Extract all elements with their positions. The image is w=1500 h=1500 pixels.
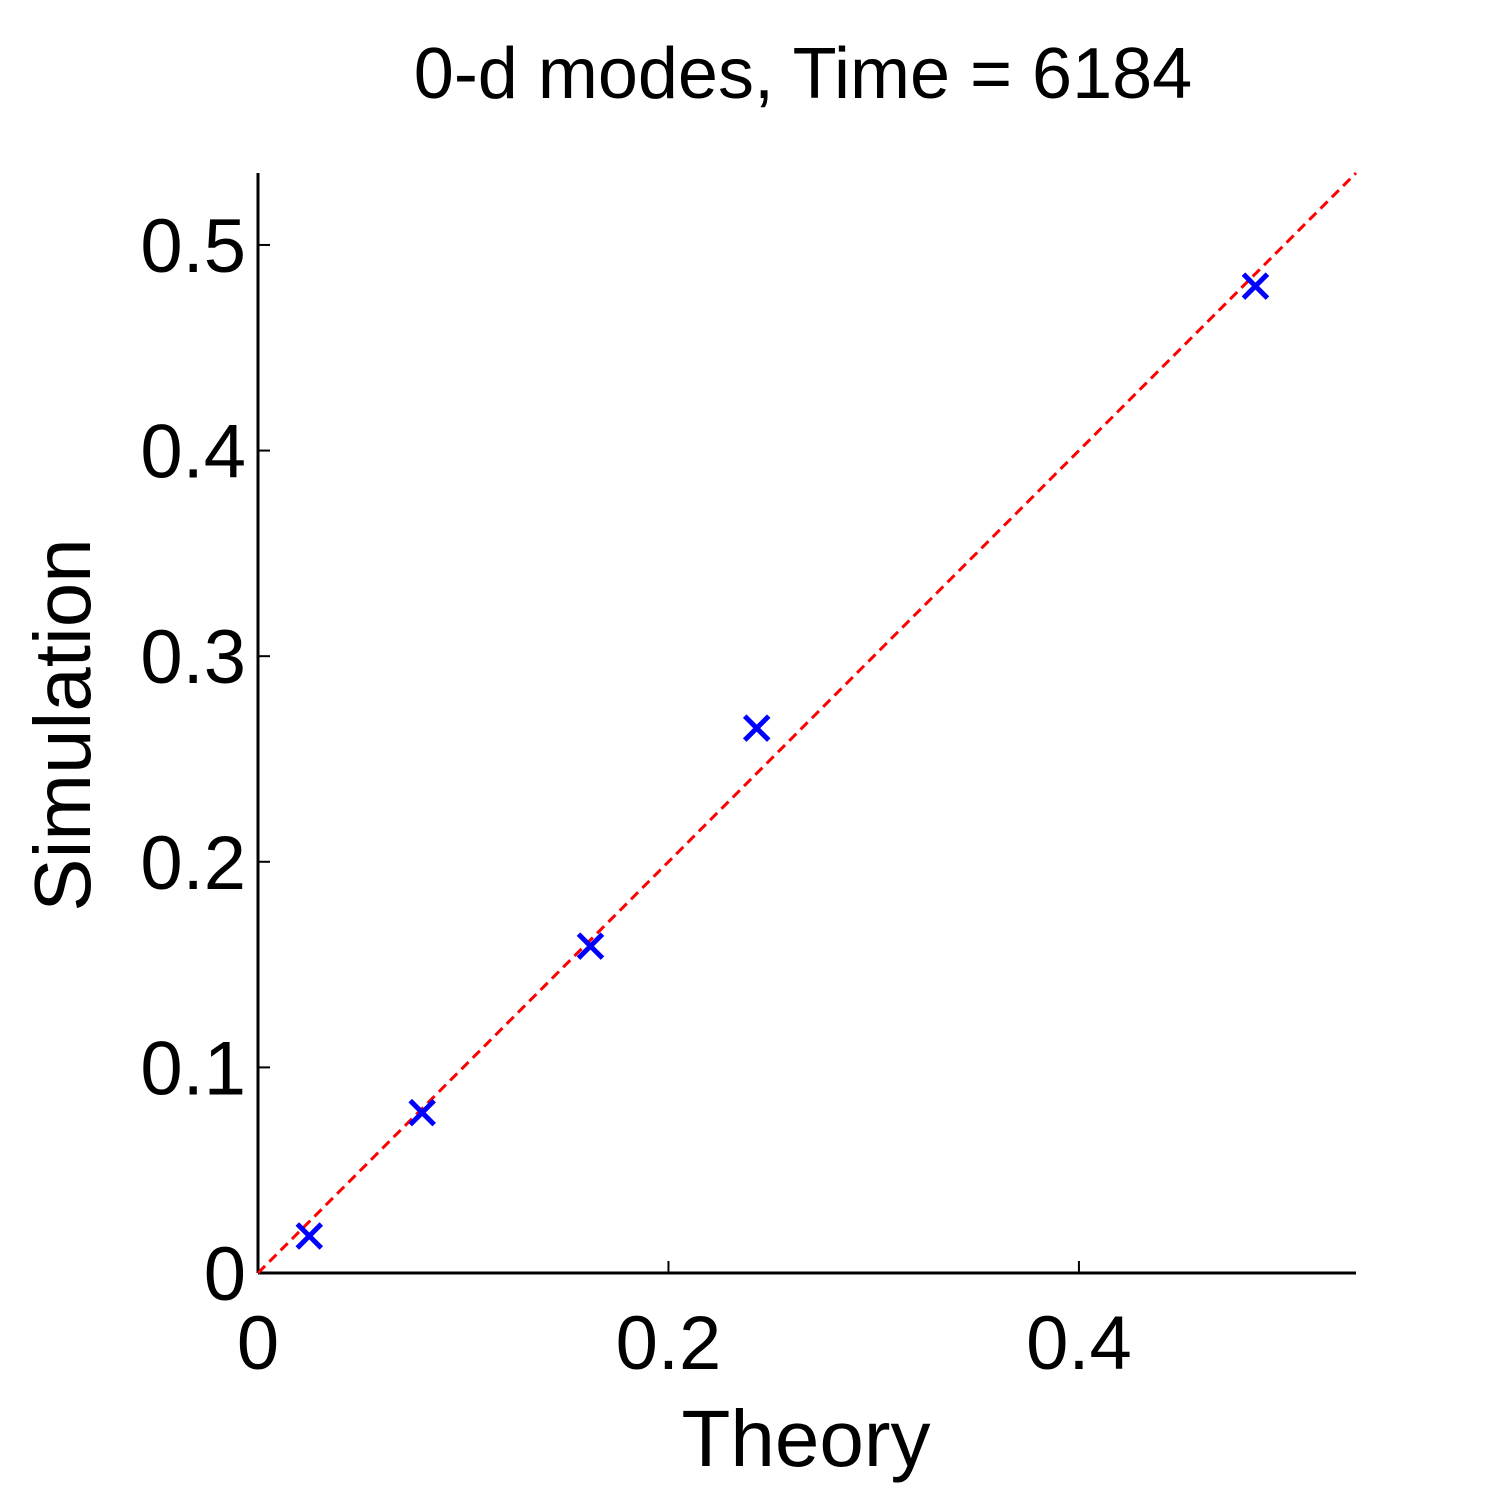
- x-axis-label: Theory: [682, 1394, 931, 1483]
- marker-stroke: [576, 932, 605, 960]
- y-tick-label: 0.4: [140, 410, 246, 495]
- data-point: [742, 714, 771, 742]
- ticks: 0 0.2 0.4 0 0.1 0.2 0.3 0.4 0.5: [140, 204, 1131, 1386]
- marker-stroke: [742, 714, 771, 742]
- x-tick-label: 0: [237, 1301, 279, 1386]
- data-point: [295, 1222, 324, 1250]
- marker-stroke: [1241, 272, 1270, 300]
- chart-title: 0-d modes, Time = 6184: [414, 34, 1192, 114]
- y-tick-label: 0.3: [140, 615, 246, 700]
- x-tick-label: 0.4: [1026, 1301, 1132, 1386]
- y-tick-label: 0.2: [140, 821, 246, 906]
- reference-line-layer: [256, 171, 1358, 1275]
- y-tick-label: 0.1: [140, 1026, 246, 1111]
- data-point: [408, 1098, 436, 1127]
- x-tick-label: 0.2: [616, 1301, 722, 1386]
- marker-stroke: [408, 1098, 436, 1127]
- markers: [295, 272, 1270, 1250]
- y-axis-label: Simulation: [18, 538, 107, 912]
- data-point: [576, 932, 605, 960]
- data-point: [1241, 272, 1270, 300]
- axes: [256, 173, 1356, 1275]
- marker-stroke: [295, 1222, 324, 1250]
- reference-line: [256, 171, 1358, 1275]
- y-tick-label: 0.5: [140, 204, 246, 289]
- y-tick-label: 0: [204, 1232, 246, 1317]
